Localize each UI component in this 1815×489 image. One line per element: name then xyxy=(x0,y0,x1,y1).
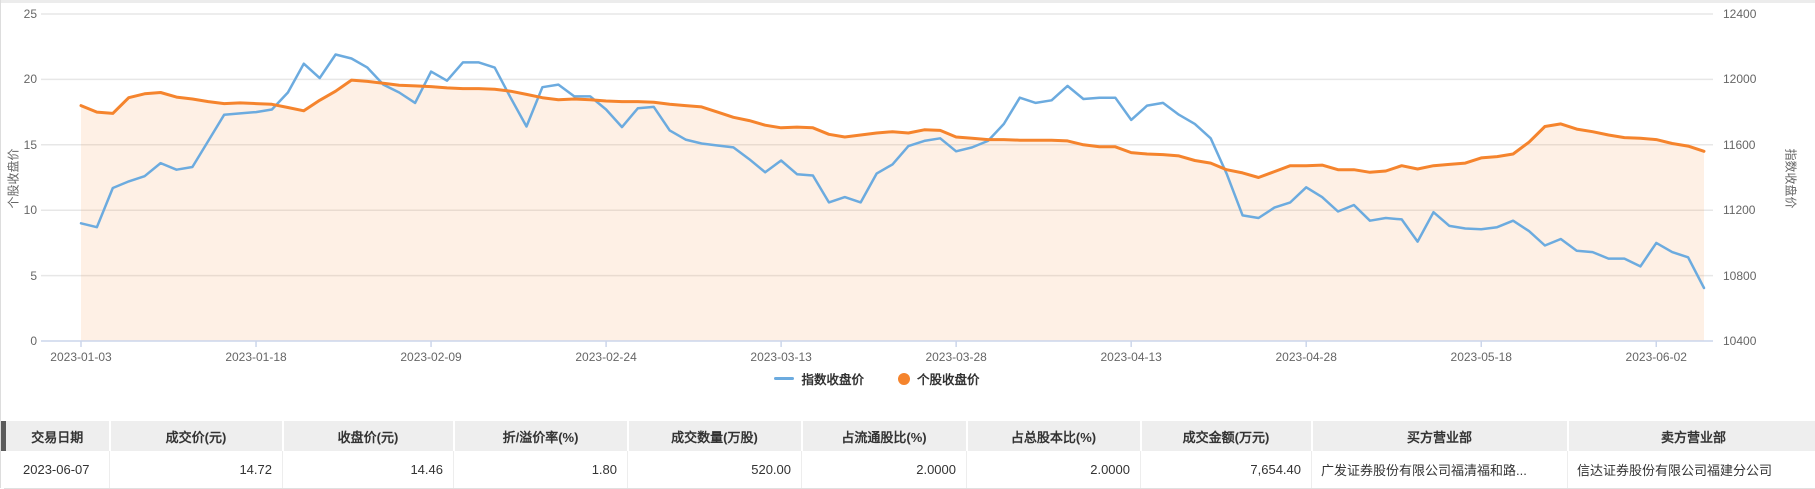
line-marker-icon xyxy=(774,377,794,380)
x-axis-tick: 2023-06-02 xyxy=(1596,350,1716,364)
right-axis-tick: 10800 xyxy=(1723,269,1756,283)
col-amount: 成交金额(万元) xyxy=(1141,421,1312,451)
right-axis-tick: 11200 xyxy=(1723,203,1755,217)
x-axis-tick: 2023-01-18 xyxy=(196,350,316,364)
cell-seller-branch: 信达证券股份有限公司福建分公司 xyxy=(1568,451,1815,488)
legend-item-stock[interactable]: 个股收盘价 xyxy=(898,369,980,388)
right-axis-tick: 12000 xyxy=(1723,72,1756,86)
left-axis-tick: 20 xyxy=(3,72,37,86)
cell-volume: 520.00 xyxy=(628,451,802,488)
cell-buyer-branch: 广发证券股份有限公司福清福和路... xyxy=(1312,451,1568,488)
right-axis-title: 指数收盘价 xyxy=(1783,141,1800,217)
table-row: 2023-06-07 14.72 14.46 1.80 520.00 2.000… xyxy=(4,451,1815,488)
cell-amount: 7,654.40 xyxy=(1141,451,1312,488)
legend-item-index[interactable]: 指数收盘价 xyxy=(774,369,864,388)
cell-deal-price: 14.72 xyxy=(110,451,283,488)
col-premium-rate: 折/溢价率(%) xyxy=(454,421,628,451)
right-axis-tick: 11600 xyxy=(1723,138,1755,152)
x-axis-tick: 2023-01-03 xyxy=(21,350,141,364)
cell-total-ratio: 2.0000 xyxy=(967,451,1141,488)
col-float-ratio: 占流通股比(%) xyxy=(802,421,967,451)
x-axis-tick: 2023-04-28 xyxy=(1246,350,1366,364)
left-axis-tick: 0 xyxy=(3,334,37,348)
col-volume: 成交数量(万股) xyxy=(628,421,802,451)
col-close-price: 收盘价(元) xyxy=(283,421,454,451)
cell-close-price: 14.46 xyxy=(283,451,454,488)
x-axis-tick: 2023-04-13 xyxy=(1071,350,1191,364)
x-axis-tick: 2023-02-24 xyxy=(546,350,666,364)
deal-table: 交易日期 成交价(元) 收盘价(元) 折/溢价率(%) 成交数量(万股) 占流通… xyxy=(1,421,1815,489)
col-seller-branch: 卖方营业部 xyxy=(1568,421,1815,451)
x-axis-tick: 2023-05-18 xyxy=(1421,350,1541,364)
col-deal-price: 成交价(元) xyxy=(110,421,283,451)
col-trade-date: 交易日期 xyxy=(4,421,110,451)
x-axis-tick: 2023-03-28 xyxy=(896,350,1016,364)
table-header-row: 交易日期 成交价(元) 收盘价(元) 折/溢价率(%) 成交数量(万股) 占流通… xyxy=(4,421,1815,451)
cell-premium-rate: 1.80 xyxy=(454,451,628,488)
x-axis-tick: 2023-03-13 xyxy=(721,350,841,364)
right-axis-tick: 12400 xyxy=(1723,7,1756,21)
chart-plot-area[interactable] xyxy=(1,0,1815,350)
left-axis-tick: 25 xyxy=(3,7,37,21)
right-axis-tick: 10400 xyxy=(1723,334,1756,348)
col-total-ratio: 占总股本比(%) xyxy=(967,421,1141,451)
cell-trade-date: 2023-06-07 xyxy=(4,451,110,488)
left-axis-tick: 5 xyxy=(3,269,37,283)
circle-marker-icon xyxy=(898,373,910,385)
x-axis-tick: 2023-02-09 xyxy=(371,350,491,364)
cell-float-ratio: 2.0000 xyxy=(802,451,967,488)
left-axis-title: 个股收盘价 xyxy=(5,141,22,217)
col-buyer-branch: 买方营业部 xyxy=(1312,421,1568,451)
chart-legend: 指数收盘价 个股收盘价 xyxy=(1,369,1753,388)
